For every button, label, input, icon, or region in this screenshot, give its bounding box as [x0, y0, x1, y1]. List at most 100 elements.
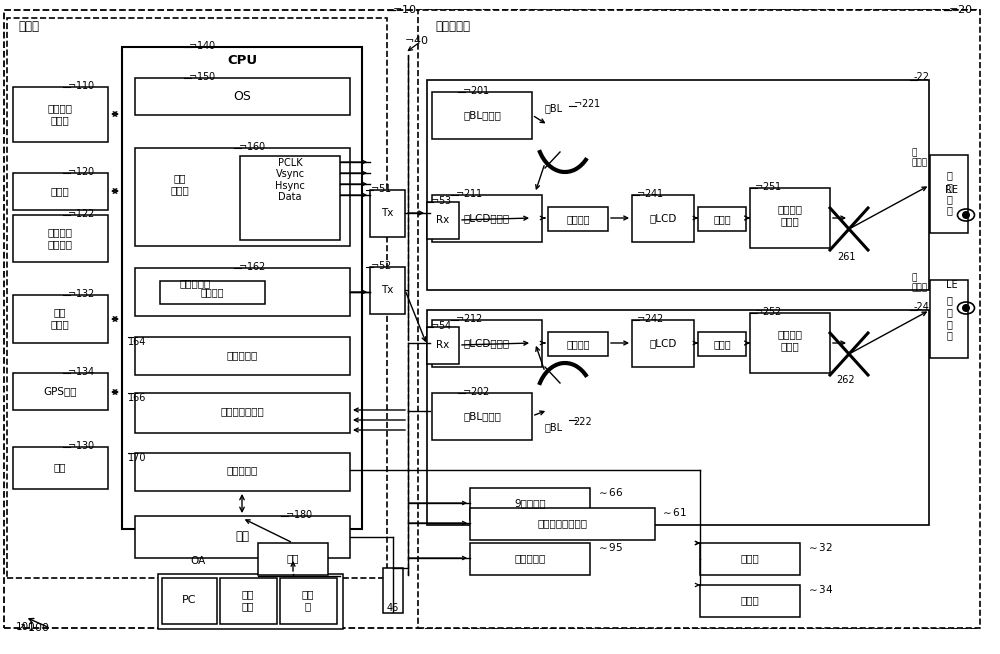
Text: $\neg$150: $\neg$150: [188, 70, 216, 82]
FancyBboxPatch shape: [7, 18, 387, 578]
FancyBboxPatch shape: [162, 578, 217, 624]
FancyBboxPatch shape: [700, 543, 800, 575]
Text: 导光板: 导光板: [912, 158, 928, 167]
Text: 便携
电话: 便携 电话: [242, 589, 254, 611]
Text: $\neg$122: $\neg$122: [67, 207, 95, 219]
Text: 164: 164: [128, 337, 146, 347]
Text: $\neg$211: $\neg$211: [455, 187, 483, 199]
Text: 图像
处理部: 图像 处理部: [171, 173, 189, 195]
Text: 166: 166: [128, 393, 146, 403]
Text: $\neg$140: $\neg$140: [188, 39, 216, 51]
Text: $\neg$53: $\neg$53: [430, 194, 452, 206]
Text: Rx: Rx: [436, 340, 450, 350]
Text: 外景拍摄用照相机: 外景拍摄用照相机: [537, 518, 587, 528]
FancyBboxPatch shape: [383, 568, 403, 613]
Text: $\neg$242: $\neg$242: [636, 312, 664, 324]
Text: $\sim$95: $\sim$95: [596, 541, 623, 553]
Text: CPU: CPU: [227, 54, 257, 67]
FancyBboxPatch shape: [280, 578, 337, 624]
Text: PC: PC: [182, 595, 196, 605]
Text: OS: OS: [233, 90, 251, 103]
FancyBboxPatch shape: [632, 320, 694, 367]
FancyBboxPatch shape: [370, 267, 405, 314]
Text: 控制信号: 控制信号: [200, 287, 224, 297]
FancyBboxPatch shape: [13, 87, 108, 142]
Text: $\neg$162: $\neg$162: [238, 260, 266, 272]
Text: -24: -24: [914, 302, 930, 312]
FancyBboxPatch shape: [750, 188, 830, 248]
Text: 262: 262: [837, 375, 855, 385]
Text: 左LCD控制部: 左LCD控制部: [464, 338, 510, 348]
Text: OA: OA: [190, 556, 205, 566]
Text: 左: 左: [912, 273, 917, 283]
FancyBboxPatch shape: [13, 447, 108, 489]
Text: $\neg$120: $\neg$120: [67, 165, 95, 177]
Text: 内容: 内容: [287, 553, 299, 563]
Text: $\sim$61: $\sim$61: [660, 506, 687, 518]
FancyBboxPatch shape: [220, 578, 277, 624]
FancyBboxPatch shape: [700, 585, 800, 617]
FancyBboxPatch shape: [135, 78, 350, 115]
FancyBboxPatch shape: [470, 508, 655, 540]
Text: $\sim$34: $\sim$34: [806, 583, 833, 595]
Text: 存储部: 存储部: [51, 186, 69, 196]
Text: 电源: 电源: [54, 462, 66, 472]
Text: $\neg$202: $\neg$202: [462, 385, 490, 397]
Text: 右
导
光
板: 右 导 光 板: [946, 171, 952, 215]
Text: 右耳机: 右耳机: [741, 553, 759, 563]
FancyBboxPatch shape: [427, 310, 929, 525]
FancyBboxPatch shape: [135, 148, 350, 246]
FancyBboxPatch shape: [427, 202, 459, 239]
Text: 显示方式改变部: 显示方式改变部: [220, 406, 264, 416]
Text: $\nearrow$100: $\nearrow$100: [14, 621, 50, 633]
Text: $\neg$180: $\neg$180: [285, 508, 313, 520]
FancyBboxPatch shape: [370, 190, 405, 237]
FancyBboxPatch shape: [135, 516, 350, 558]
Text: 无线
通信部: 无线 通信部: [51, 307, 69, 329]
FancyBboxPatch shape: [122, 47, 362, 529]
FancyBboxPatch shape: [135, 453, 350, 491]
Text: $\neg$212: $\neg$212: [455, 312, 483, 324]
Text: $\neg$134: $\neg$134: [67, 365, 95, 377]
Text: 位置检测部: 位置检测部: [226, 350, 258, 360]
Text: PCLK
Vsync
Hsync
Data: PCLK Vsync Hsync Data: [275, 158, 305, 202]
FancyBboxPatch shape: [930, 155, 968, 233]
Text: $\neg$221: $\neg$221: [573, 97, 601, 109]
FancyBboxPatch shape: [135, 337, 350, 375]
Text: $\neg$130: $\neg$130: [67, 439, 95, 451]
Text: 导光板: 导光板: [912, 283, 928, 292]
Text: 左
导
光
板: 左 导 光 板: [946, 296, 952, 340]
FancyBboxPatch shape: [135, 393, 350, 433]
Text: $\neg$201: $\neg$201: [462, 84, 490, 96]
Text: 左BL: 左BL: [545, 422, 563, 432]
FancyBboxPatch shape: [135, 268, 350, 316]
FancyBboxPatch shape: [13, 373, 108, 410]
Text: 显示区域
设定映射: 显示区域 设定映射: [48, 227, 72, 249]
FancyBboxPatch shape: [158, 574, 343, 629]
Circle shape: [962, 211, 970, 219]
Text: 控制信号: 控制信号: [566, 339, 590, 349]
Text: $\neg$132: $\neg$132: [67, 287, 95, 299]
Text: Tx: Tx: [381, 208, 393, 218]
Text: $\sim$66: $\sim$66: [596, 486, 623, 498]
Text: 图像光: 图像光: [713, 214, 731, 224]
FancyBboxPatch shape: [160, 281, 265, 304]
Text: $\neg$160: $\neg$160: [238, 140, 266, 152]
Text: 右投影光
学系统: 右投影光 学系统: [778, 204, 802, 226]
Circle shape: [962, 304, 970, 312]
Text: 声音处理部: 声音处理部: [226, 465, 258, 475]
FancyBboxPatch shape: [240, 156, 340, 240]
Text: 右BL: 右BL: [545, 103, 563, 113]
FancyBboxPatch shape: [698, 207, 746, 231]
Text: Tx: Tx: [381, 285, 393, 295]
FancyBboxPatch shape: [4, 10, 976, 628]
Text: 控制信号: 控制信号: [566, 214, 590, 224]
FancyBboxPatch shape: [432, 320, 542, 367]
Text: 46: 46: [387, 603, 399, 613]
Text: 右LCD: 右LCD: [649, 213, 677, 223]
Text: $\neg$40: $\neg$40: [404, 34, 429, 46]
Text: $\neg$52: $\neg$52: [370, 259, 392, 271]
FancyBboxPatch shape: [632, 195, 694, 242]
Text: $\neg$20: $\neg$20: [948, 3, 973, 15]
Text: $\neg$251: $\neg$251: [754, 180, 782, 192]
